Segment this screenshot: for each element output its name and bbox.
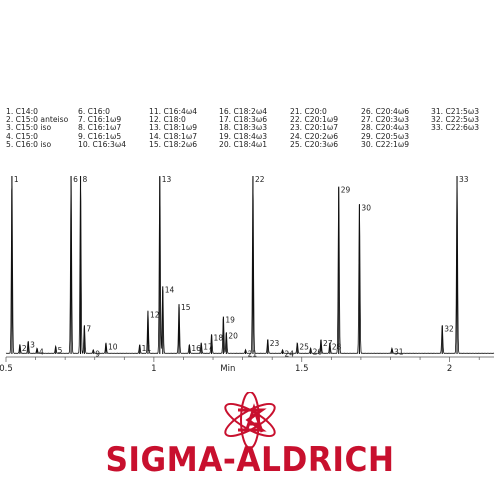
peak-label: 7: [86, 325, 91, 334]
peak-label: 21: [248, 349, 258, 358]
peak-label: 2: [22, 344, 27, 353]
legend-entry: 3. C15:0 iso: [6, 123, 52, 133]
legend-entry: 5. C16:0 iso: [6, 139, 52, 149]
legend-entry: 12. C18:0: [149, 115, 186, 125]
legend-column: 6. C16:0 7. C16:1ω9 8. C16:1ω7 9. C16:1ω5 10…: [78, 107, 127, 149]
legend-entry: 10. C16:3ω4: [78, 139, 127, 149]
peak-label: 3: [30, 341, 35, 350]
peak-label: 19: [225, 316, 235, 325]
legend-entry: 6. C16:0: [78, 107, 111, 116]
legend-entry: 30. C22:1ω9: [361, 139, 410, 149]
peak-label: 9: [95, 349, 100, 358]
legend-entry: 7. C16:1ω9: [78, 115, 122, 125]
legend-entry: 25. C20:3ω6: [290, 139, 339, 149]
peak-label: 18: [214, 333, 224, 342]
legend-entry: 27. C20:3ω3: [361, 115, 410, 125]
legend-entry: 29. C20:5ω3: [361, 131, 410, 141]
peak-label: 29: [341, 186, 351, 195]
brand-name: SIGMA-ALDRICH: [105, 440, 395, 480]
legend-entry: 19. C18:4ω3: [219, 131, 268, 141]
peak-label: 10: [108, 342, 118, 351]
legend-entry: 17. C18:3ω6: [219, 115, 268, 125]
peak-label: 30: [361, 203, 371, 212]
legend-entry: 15. C18:2ω6: [149, 139, 198, 149]
trace-line: [5, 175, 495, 354]
peak-label: 33: [459, 175, 469, 184]
peak-label: 8: [83, 175, 88, 184]
legend-entry: 4. C15:0: [6, 131, 39, 141]
legend-entry: 22. C20:1ω9: [290, 115, 339, 125]
legend-entry: 31. C21:5ω3: [431, 107, 480, 116]
x-axis-label: Min: [220, 364, 235, 374]
legend-entry: 1. C14:0: [6, 107, 39, 116]
peak-label: 6: [73, 175, 78, 184]
peak-label: 20: [228, 332, 238, 341]
legend-column: 31. C21:5ω3 32. C22:5ω3 33. C22:6ω3: [431, 107, 480, 133]
legend-entry: 20. C18:4ω1: [219, 139, 268, 149]
legend-entry: 24. C20:2ω6: [290, 131, 339, 141]
legend-column: 1. C14:0 2. C15:0 anteiso 3. C15:0 iso 4. C…: [6, 107, 69, 149]
legend-entry: 2. C15:0 anteiso: [6, 115, 69, 125]
legend-entry: 16. C18:2ω4: [219, 107, 268, 116]
peak-label: 32: [444, 325, 454, 334]
legend-column: 26. C20:4ω6 27. C20:3ω3 28. C20:4ω3 29. C20…: [361, 107, 410, 149]
peak-label: 12: [150, 310, 160, 319]
legend-entry: 23. C20:1ω7: [290, 123, 339, 133]
atom-symbol-icon: [224, 392, 276, 449]
peak-legend: 1. C14:0 2. C15:0 anteiso 3. C15:0 iso 4. C…: [6, 107, 496, 168]
peak-label: 27: [323, 339, 333, 348]
legend-entry: 28. C20:4ω3: [361, 123, 410, 133]
peak-label: 11: [142, 344, 152, 353]
chromatogram-trace: [5, 175, 495, 354]
peak-label: 24: [285, 349, 295, 358]
x-tick-label: 2: [447, 364, 452, 374]
peak-label: 31: [394, 348, 404, 357]
legend-entry: 32. C22:5ω3: [431, 115, 480, 125]
legend-column: 16. C18:2ω4 17. C18:3ω6 18. C18:3ω3 19. C18…: [219, 107, 268, 149]
peak-label: 15: [181, 303, 191, 312]
chart-axes: 0.5 1 1.5 2 Min: [0, 356, 494, 374]
legend-entry: 26. C20:4ω6: [361, 107, 410, 116]
peak-label: 17: [203, 342, 213, 351]
legend-column: 11. C16:4ω4 12. C18:0 13. C18:1ω9 14. C18:1…: [149, 107, 198, 149]
peak-label: 13: [162, 175, 172, 184]
peak-label: 22: [255, 175, 265, 184]
legend-entry: 11. C16:4ω4: [149, 107, 198, 116]
legend-entry: 9. C16:1ω5: [78, 131, 122, 141]
legend-column: 21. C20:0 22. C20:1ω9 23. C20:1ω7 24. C20:2…: [290, 107, 339, 149]
x-tick-label: 0.5: [0, 364, 13, 374]
sigma-aldrich-logo: [224, 392, 276, 449]
peak-label: 28: [332, 342, 342, 351]
legend-entry: 18. C18:3ω3: [219, 123, 268, 133]
peak-label: 14: [165, 285, 175, 294]
peak-label: 5: [58, 346, 63, 355]
peak-label: 1: [14, 175, 19, 184]
legend-entry: 33. C22:6ω3: [431, 123, 480, 133]
peak-label: 26: [313, 348, 323, 357]
peak-label: 25: [299, 342, 309, 351]
legend-entry: 8. C16:1ω7: [78, 123, 122, 133]
legend-entry: 14. C18:1ω7: [149, 131, 198, 141]
peak-label: 4: [39, 348, 44, 357]
x-tick-label: 1: [151, 364, 156, 374]
x-tick-label: 1.5: [295, 364, 309, 374]
peak-label: 16: [191, 344, 201, 353]
legend-entry: 21. C20:0: [290, 107, 327, 116]
legend-entry: 13. C18:1ω9: [149, 123, 198, 133]
peak-label: 23: [270, 339, 280, 348]
